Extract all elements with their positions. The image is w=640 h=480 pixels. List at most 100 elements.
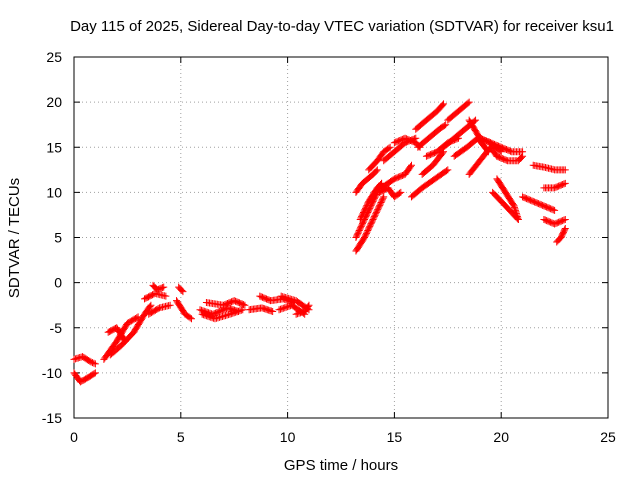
data-point <box>147 301 155 309</box>
x-tick-label-25: 25 <box>600 429 616 445</box>
data-point <box>373 166 381 174</box>
data-point <box>305 301 313 309</box>
y-axis-label: SDTVAR / TECUs <box>6 178 23 298</box>
data-point-interp <box>158 284 166 292</box>
data-point <box>269 308 277 316</box>
data-point <box>196 306 204 314</box>
y-tick-label-0: 0 <box>54 275 62 291</box>
data-point-interp <box>207 313 215 321</box>
x-tick-label-0: 0 <box>70 429 78 445</box>
series-pass-14 <box>245 304 277 316</box>
series-pass-25 <box>378 161 415 192</box>
data-point-interp <box>229 309 237 317</box>
data-point <box>465 98 473 106</box>
data-point-interp <box>227 310 235 318</box>
series-pass-34 <box>440 116 480 151</box>
data-point-interp <box>282 303 290 311</box>
y-tick-label-20: 20 <box>46 94 62 110</box>
data-point <box>380 193 388 201</box>
series-pass-12 <box>198 306 247 323</box>
data-point-interp <box>560 180 568 188</box>
y-tick-label-15: 15 <box>46 139 62 155</box>
data-point <box>160 283 168 291</box>
data-point <box>561 215 569 223</box>
data-point-interp <box>396 189 404 197</box>
x-axis-label: GPS time / hours <box>284 457 398 474</box>
data-point-interp <box>200 311 208 319</box>
data-point-interp <box>205 313 213 321</box>
data-point <box>561 166 569 174</box>
x-tick-label-10: 10 <box>280 429 296 445</box>
data-point-interp <box>385 144 393 152</box>
y-tick-label--10: -10 <box>42 365 62 381</box>
data-point-interp <box>89 359 97 367</box>
data-point <box>91 360 99 368</box>
series-pass-01 <box>70 369 99 386</box>
grid-lines <box>74 57 608 418</box>
data-point-interp <box>407 163 415 171</box>
series-pass-02 <box>70 353 99 368</box>
y-tick-label-25: 25 <box>46 49 62 65</box>
series-pass-26 <box>375 184 405 201</box>
data-point-interp <box>178 287 186 295</box>
series-pass-33 <box>444 98 473 124</box>
data-point-interp <box>204 312 212 320</box>
data-point-interp <box>561 226 569 234</box>
data-point-interp <box>439 149 447 157</box>
series-pass-06 <box>140 289 170 303</box>
data-point-interp <box>560 216 568 224</box>
data-points <box>70 98 569 386</box>
series-pass-41 <box>489 188 522 223</box>
series-pass-44 <box>540 179 569 192</box>
data-point-interp <box>240 301 248 309</box>
data-point-interp <box>236 307 244 315</box>
data-point-interp <box>197 306 205 314</box>
data-point-interp <box>90 359 98 367</box>
data-point <box>179 288 187 296</box>
y-tick-label-5: 5 <box>54 230 62 246</box>
series-pass-19 <box>352 166 381 196</box>
series-pass-03 <box>100 313 142 363</box>
data-point-interp <box>549 206 557 214</box>
series-pass-32 <box>407 166 452 201</box>
series-pass-09 <box>173 297 195 323</box>
series-pass-22 <box>356 179 386 223</box>
data-point <box>386 143 394 151</box>
data-point <box>166 301 174 309</box>
x-tick-label-5: 5 <box>177 429 185 445</box>
series-pass-13 <box>202 297 249 309</box>
data-point-interp <box>439 101 447 109</box>
data-point-interp <box>281 304 289 312</box>
data-point-interp <box>517 153 525 161</box>
data-point <box>187 315 195 323</box>
data-point <box>561 224 569 232</box>
data-point <box>397 188 405 196</box>
data-point-interp <box>201 311 209 319</box>
data-point-interp <box>202 312 210 320</box>
series-pass-18 <box>292 301 313 318</box>
data-point-interp <box>372 167 380 175</box>
data-point <box>241 301 249 309</box>
series-pass-27 <box>390 134 424 151</box>
data-point-interp <box>278 305 286 313</box>
data-point <box>440 100 448 108</box>
data-point <box>561 179 569 187</box>
data-point <box>91 369 99 377</box>
data-point <box>444 166 452 174</box>
series-pass-08 <box>149 281 168 294</box>
series-pass-10 <box>175 283 187 296</box>
data-point <box>472 116 480 124</box>
data-point-interp <box>230 309 238 317</box>
series-pass-20 <box>352 193 388 255</box>
data-point-interp <box>146 302 154 310</box>
data-point <box>514 215 522 223</box>
series-pass-45 <box>540 215 569 228</box>
data-point-interp <box>507 147 515 155</box>
data-point-interp <box>90 370 98 378</box>
series-pass-07 <box>145 301 174 318</box>
data-point-interp <box>237 306 245 314</box>
data-point-interp <box>379 194 387 202</box>
data-point-interp <box>284 303 292 311</box>
series-pass-43 <box>529 161 569 174</box>
